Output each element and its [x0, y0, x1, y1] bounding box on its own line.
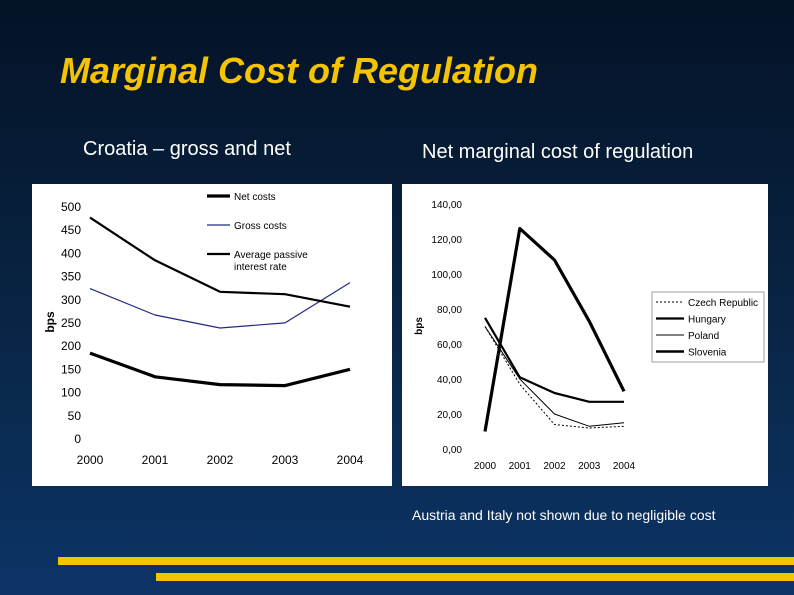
- y-tick-label: 250: [61, 316, 81, 330]
- right-chart-subtitle: Net marginal cost of regulation: [422, 141, 694, 163]
- x-tick-label: 2000: [474, 461, 497, 472]
- legend-label: Hungary: [688, 315, 726, 326]
- croatia-chart-panel: 0 50 100 150 200 250 300 350 400 450 500 2000 2001 20…: [32, 184, 392, 486]
- y-axis-label: bps: [414, 317, 425, 335]
- series-line-net-costs: [89, 351, 351, 388]
- y-tick-label: 0: [74, 432, 81, 446]
- x-tick-label: 2002: [543, 461, 566, 472]
- y-tick-label: 450: [61, 223, 81, 237]
- accent-bar-bottom: [156, 573, 794, 581]
- legend-label: Average passive: [234, 250, 308, 261]
- x-tick-label: 2003: [578, 461, 601, 472]
- series-line-czech-republic: [484, 326, 625, 429]
- net-cost-chart: 0,00 20,00 40,00 60,00 80,00 100,00 120,00 140,…: [414, 200, 765, 472]
- y-tick-label: 120,00: [431, 235, 462, 246]
- x-tick-label: 2004: [337, 453, 364, 467]
- series-line-hungary: [484, 317, 624, 403]
- y-tick-label: 0,00: [443, 445, 463, 456]
- accent-bar-top: [58, 557, 794, 565]
- y-tick-label: 300: [61, 293, 81, 307]
- left-chart-subtitle: Croatia – gross and net: [83, 138, 291, 160]
- legend-label: Czech Republic: [688, 298, 758, 309]
- slide-title: Marginal Cost of Regulation: [60, 50, 539, 91]
- legend-label: Net costs: [234, 192, 276, 203]
- series-line-average-passive-interest-rate: [89, 216, 351, 308]
- series-line-gross-costs: [89, 282, 351, 329]
- x-tick-label: 2004: [613, 461, 636, 472]
- y-tick-label: 80,00: [437, 305, 462, 316]
- net-cost-chart-panel: 0,00 20,00 40,00 60,00 80,00 100,00 120,00 140,…: [402, 184, 768, 486]
- y-axis-label: bps: [43, 311, 57, 333]
- y-tick-label: 500: [61, 200, 81, 214]
- legend-label: Slovenia: [688, 348, 727, 359]
- y-tick-label: 200: [61, 339, 81, 353]
- x-tick-label: 2001: [509, 461, 532, 472]
- x-tick-label: 2000: [77, 453, 104, 467]
- y-tick-label: 50: [68, 409, 82, 423]
- x-tick-label: 2001: [142, 453, 169, 467]
- legend-label: Poland: [688, 331, 719, 342]
- y-tick-label: 150: [61, 362, 81, 376]
- footnote: Austria and Italy not shown due to negli…: [412, 507, 716, 523]
- legend-label: Gross costs: [234, 221, 287, 232]
- y-tick-label: 40,00: [437, 375, 462, 386]
- y-tick-label: 100: [61, 386, 81, 400]
- x-tick-label: 2003: [272, 453, 299, 467]
- series-line-poland: [484, 326, 625, 427]
- y-tick-label: 60,00: [437, 340, 462, 351]
- y-tick-label: 20,00: [437, 410, 462, 421]
- y-tick-label: 140,00: [431, 200, 462, 211]
- y-tick-label: 400: [61, 246, 81, 260]
- legend-label-cont: interest rate: [234, 262, 287, 273]
- x-tick-label: 2002: [207, 453, 234, 467]
- y-tick-label: 350: [61, 270, 81, 284]
- croatia-chart: 0 50 100 150 200 250 300 350 400 450 500 2000 2001 20…: [43, 192, 364, 467]
- series-line-slovenia: [483, 226, 626, 432]
- y-tick-label: 100,00: [431, 270, 462, 281]
